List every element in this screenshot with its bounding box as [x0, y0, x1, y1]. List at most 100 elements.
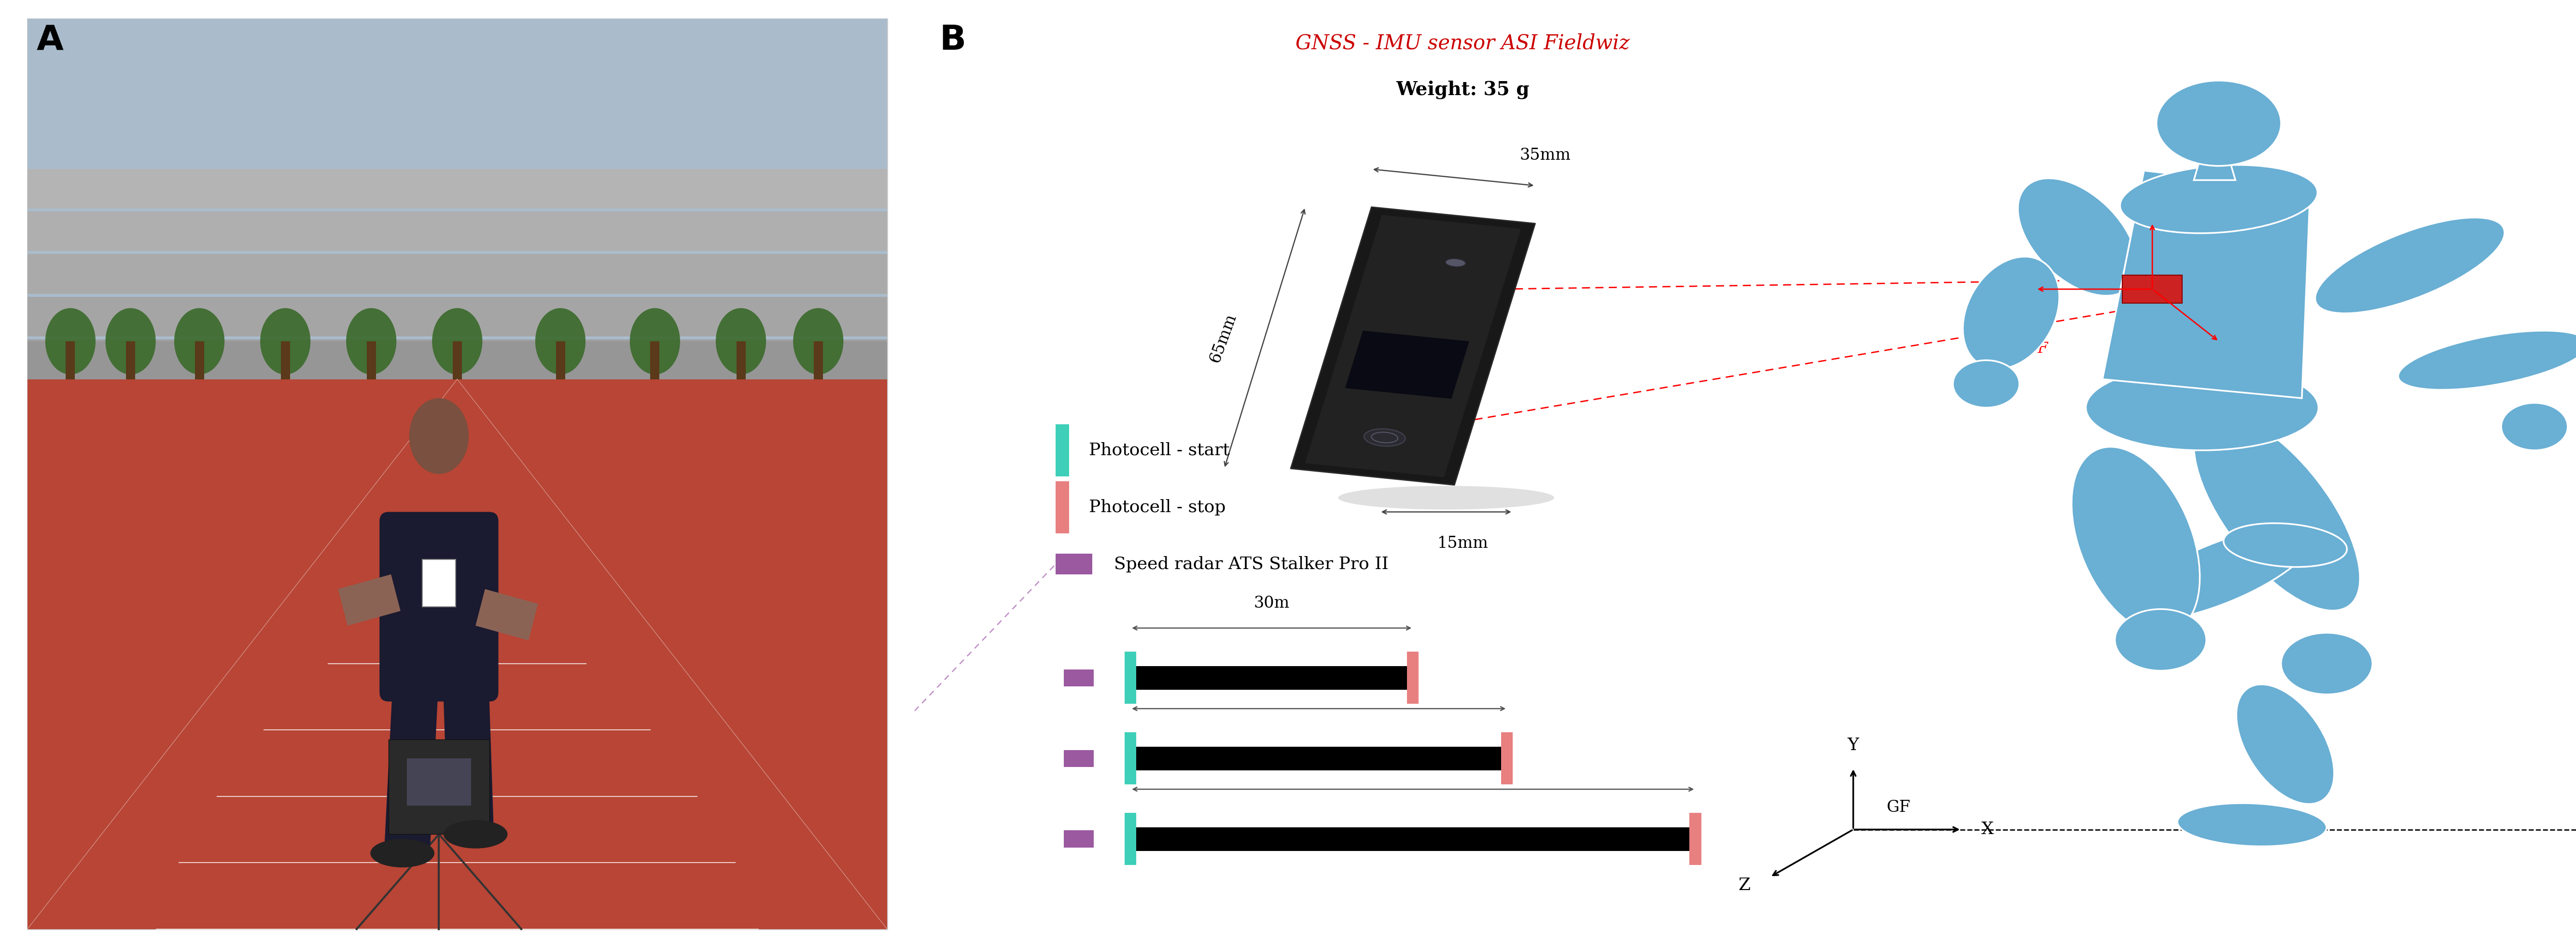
Text: A: A — [36, 24, 64, 57]
Bar — [366, 341, 376, 379]
Ellipse shape — [175, 308, 224, 374]
Ellipse shape — [345, 308, 397, 374]
Bar — [28, 211, 886, 251]
Bar — [67, 341, 75, 379]
Ellipse shape — [2501, 403, 2568, 450]
Ellipse shape — [2120, 165, 2318, 233]
Bar — [281, 341, 291, 379]
Bar — [737, 341, 744, 379]
Bar — [28, 341, 886, 379]
Ellipse shape — [371, 839, 435, 867]
Ellipse shape — [106, 308, 155, 374]
Text: y: y — [2228, 351, 2236, 366]
Text: Photocell - start: Photocell - start — [1090, 442, 1229, 459]
Ellipse shape — [716, 308, 765, 374]
Text: SF: SF — [2027, 341, 2048, 356]
Ellipse shape — [2177, 803, 2326, 847]
Bar — [28, 254, 886, 294]
Bar — [556, 341, 564, 379]
Ellipse shape — [1953, 360, 2020, 408]
Ellipse shape — [2156, 81, 2282, 166]
Bar — [28, 360, 886, 929]
Ellipse shape — [629, 308, 680, 374]
Bar — [477, 589, 538, 641]
Bar — [1056, 425, 1069, 477]
Ellipse shape — [2398, 331, 2576, 390]
Text: 15mm: 15mm — [1437, 536, 1489, 551]
Ellipse shape — [536, 308, 585, 374]
Polygon shape — [2102, 171, 2311, 398]
Ellipse shape — [2236, 684, 2334, 804]
Ellipse shape — [2115, 609, 2205, 671]
Text: Z: Z — [1739, 877, 1749, 893]
Ellipse shape — [1963, 257, 2058, 369]
Bar — [384, 683, 438, 856]
Ellipse shape — [260, 308, 312, 374]
Ellipse shape — [2282, 633, 2372, 695]
Ellipse shape — [2087, 365, 2318, 450]
Ellipse shape — [2017, 178, 2138, 296]
Ellipse shape — [2195, 413, 2360, 611]
Bar — [1690, 813, 1700, 865]
Bar — [1406, 652, 1419, 703]
Bar — [814, 341, 822, 379]
Ellipse shape — [2223, 523, 2347, 567]
Ellipse shape — [2125, 526, 2313, 621]
Text: Speed radar ATS Stalker Pro II: Speed radar ATS Stalker Pro II — [1113, 556, 1388, 573]
Bar — [1131, 666, 1412, 690]
Ellipse shape — [433, 308, 482, 374]
Ellipse shape — [1337, 486, 1553, 510]
Bar — [28, 297, 886, 337]
Ellipse shape — [46, 308, 95, 374]
Bar — [1131, 827, 1695, 851]
Bar — [1064, 750, 1095, 767]
Bar — [1056, 482, 1069, 533]
Bar — [1064, 830, 1095, 848]
Bar — [1126, 652, 1136, 703]
Polygon shape — [1306, 215, 1520, 477]
Ellipse shape — [1365, 428, 1406, 447]
Text: 35mm: 35mm — [1520, 148, 1571, 163]
Text: B: B — [940, 24, 966, 57]
Bar — [28, 339, 886, 379]
Polygon shape — [2195, 152, 2236, 180]
Text: 30m: 30m — [1255, 595, 1291, 611]
Bar — [422, 559, 456, 607]
Text: 40m: 40m — [1301, 676, 1337, 692]
Ellipse shape — [2316, 217, 2504, 314]
FancyBboxPatch shape — [379, 512, 497, 702]
Text: Weight: 35 g: Weight: 35 g — [1396, 81, 1530, 100]
Text: GNSS - IMU sensor ASI Fieldwiz: GNSS - IMU sensor ASI Fieldwiz — [1296, 33, 1631, 53]
Bar — [1126, 813, 1136, 865]
Bar — [649, 341, 659, 379]
Text: X: X — [1981, 821, 1994, 838]
Text: x: x — [2166, 198, 2174, 213]
Bar — [407, 758, 471, 806]
Polygon shape — [1291, 207, 1535, 485]
Bar — [1056, 554, 1092, 574]
Ellipse shape — [410, 398, 469, 474]
Bar — [196, 341, 204, 379]
Polygon shape — [1345, 331, 1468, 399]
Bar — [389, 739, 489, 834]
Bar — [1131, 747, 1507, 770]
Text: Photocell - stop: Photocell - stop — [1090, 499, 1226, 516]
Bar — [453, 341, 461, 379]
Bar — [443, 662, 495, 834]
Bar — [337, 574, 399, 626]
Bar — [1064, 669, 1095, 686]
Text: GF: GF — [1886, 800, 1911, 815]
Ellipse shape — [2120, 165, 2318, 233]
Bar — [1502, 732, 1512, 785]
Ellipse shape — [793, 308, 842, 374]
Ellipse shape — [443, 820, 507, 848]
Ellipse shape — [2071, 447, 2200, 634]
Text: 60m: 60m — [1396, 757, 1430, 772]
Bar — [28, 19, 886, 379]
Bar — [2123, 275, 2182, 303]
Text: 65mm: 65mm — [1208, 311, 1239, 364]
Bar — [126, 341, 134, 379]
Text: z: z — [2012, 277, 2020, 292]
Bar — [1126, 732, 1136, 785]
Text: Y: Y — [1847, 738, 1860, 754]
